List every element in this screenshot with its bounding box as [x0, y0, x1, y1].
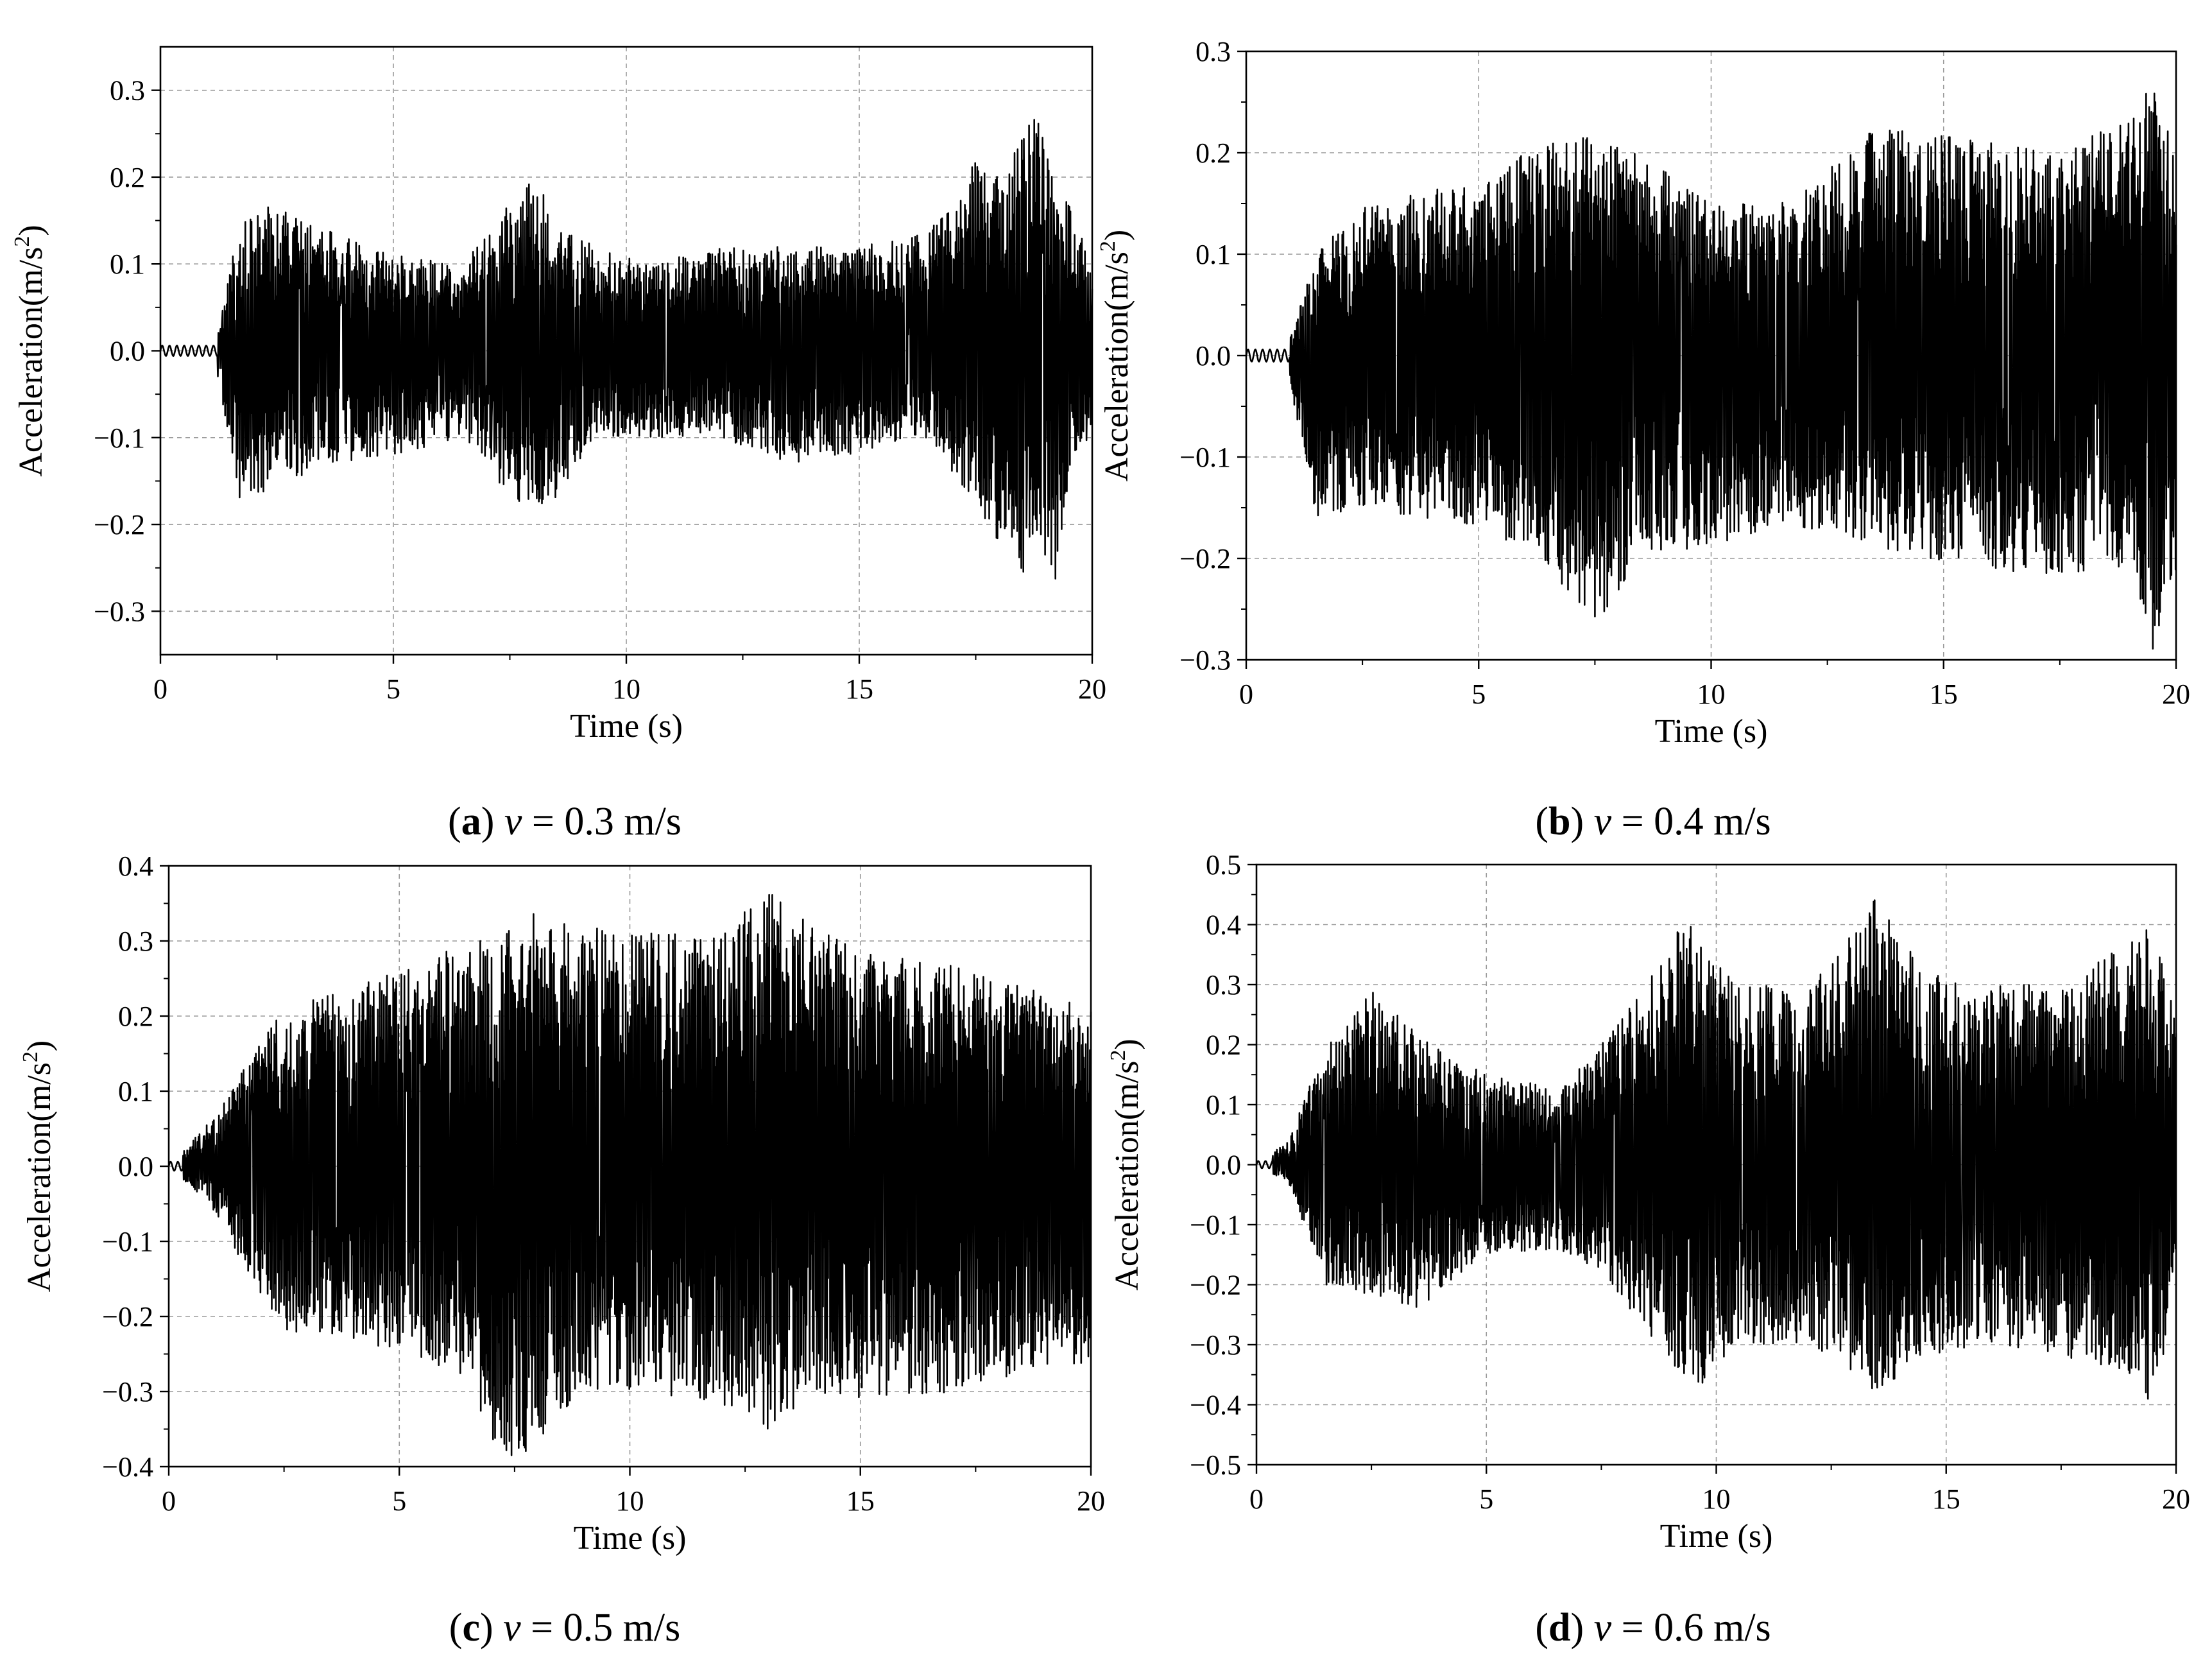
x-tick-label-d: 5 [1479, 1483, 1493, 1515]
y-tick-label-d: −0.4 [1190, 1390, 1241, 1421]
y-tick-label-a: −0.1 [94, 422, 145, 454]
figure-grid: 0 5 10 15 20 −0.3 −0.2 −0.1 0.0 0.1 0.2 0.3 Time (s)… [0, 0, 2212, 1656]
y-tick-label-a: 0.1 [110, 248, 145, 280]
panel-caption-a: (a) v = 0.3 m/s [448, 800, 682, 843]
x-tick-label-d: 10 [1702, 1483, 1731, 1515]
y-tick-label-d: 0.0 [1206, 1150, 1241, 1181]
y-tick-label-c: −0.3 [102, 1376, 153, 1408]
panel-caption-d: (d) v = 0.6 m/s [1535, 1606, 1770, 1650]
y-tick-label-a: 0.2 [110, 162, 145, 193]
x-tick-label-c: 0 [162, 1485, 176, 1517]
y-tick-label-c: 0.0 [118, 1151, 153, 1182]
x-tick-label-c: 15 [846, 1485, 875, 1517]
caption-value-c: = 0.5 m/s [521, 1606, 681, 1650]
y-axis-title-a: Acceleration(m/s2) [10, 225, 49, 476]
x-tick-label-b: 5 [1471, 678, 1486, 710]
panel-caption-c: (c) v = 0.5 m/s [449, 1606, 680, 1650]
caption-value-a: = 0.3 m/s [522, 800, 682, 843]
x-tick-label-b: 10 [1697, 678, 1726, 710]
x-tick-label-a: 5 [386, 673, 400, 705]
x-tick-label-b: 0 [1239, 678, 1253, 710]
caption-variable-b: v [1594, 800, 1612, 843]
x-tick-label-c: 5 [392, 1485, 406, 1517]
y-tick-label-d: −0.5 [1190, 1449, 1241, 1481]
caption-letter-c: c [462, 1606, 480, 1650]
y-tick-label-b: −0.2 [1179, 543, 1231, 574]
x-tick-label-d: 0 [1249, 1483, 1264, 1515]
caption-letter-d: d [1548, 1606, 1570, 1650]
y-tick-label-b: 0.3 [1196, 36, 1231, 67]
y-tick-label-c: 0.4 [118, 850, 153, 882]
x-tick-label-d: 15 [1932, 1483, 1960, 1515]
y-tick-label-d: 0.2 [1206, 1030, 1241, 1061]
x-tick-label-a: 15 [845, 673, 873, 705]
y-tick-label-a: −0.2 [94, 509, 145, 540]
y-tick-label-d: −0.1 [1190, 1209, 1241, 1241]
x-axis-title-c: Time (s) [574, 1520, 687, 1557]
y-tick-label-c: 0.2 [118, 1001, 153, 1032]
x-axis-title-a: Time (s) [570, 708, 683, 745]
y-tick-label-b: 0.1 [1196, 239, 1231, 270]
y-tick-label-a: 0.3 [110, 75, 145, 107]
x-axis-title-d: Time (s) [1660, 1518, 1773, 1555]
y-tick-label-d: −0.3 [1190, 1329, 1241, 1361]
y-tick-label-d: −0.2 [1190, 1270, 1241, 1301]
x-tick-label-d: 20 [2162, 1483, 2190, 1515]
y-tick-label-b: 0.2 [1196, 137, 1231, 169]
x-tick-label-c: 10 [616, 1485, 644, 1517]
y-tick-label-d: 0.5 [1206, 849, 1241, 881]
y-tick-label-a: −0.3 [94, 596, 145, 627]
x-tick-label-b: 15 [1930, 678, 1958, 710]
caption-value-b: = 0.4 m/s [1611, 800, 1771, 843]
y-tick-label-b: −0.1 [1179, 442, 1231, 473]
y-axis-title-d: Acceleration(m/s2) [1106, 1039, 1145, 1290]
caption-letter-b: b [1548, 800, 1570, 843]
y-tick-label-c: 0.3 [118, 926, 153, 957]
x-tick-label-b: 20 [2162, 678, 2190, 710]
caption-variable-a: v [504, 800, 522, 843]
y-tick-label-b: 0.0 [1196, 340, 1231, 372]
y-tick-label-c: −0.2 [102, 1301, 153, 1333]
x-axis-title-b: Time (s) [1655, 713, 1768, 750]
y-tick-label-a: 0.0 [110, 336, 145, 367]
panel-caption-b: (b) v = 0.4 m/s [1535, 800, 1770, 843]
y-tick-label-c: −0.4 [102, 1451, 153, 1483]
x-tick-label-a: 0 [153, 673, 167, 705]
y-tick-label-d: 0.4 [1206, 910, 1241, 941]
caption-variable-c: v [503, 1606, 521, 1650]
y-tick-label-c: 0.1 [118, 1076, 153, 1107]
x-tick-label-c: 20 [1077, 1485, 1105, 1517]
caption-value-d: = 0.6 m/s [1611, 1606, 1771, 1650]
y-tick-label-d: 0.3 [1206, 969, 1241, 1001]
caption-variable-d: v [1594, 1606, 1612, 1650]
caption-letter-a: a [461, 800, 481, 843]
y-axis-title-b: Acceleration(m/s2) [1096, 230, 1135, 481]
x-tick-label-a: 20 [1078, 673, 1106, 705]
y-tick-label-c: −0.1 [102, 1226, 153, 1257]
y-tick-label-b: −0.3 [1179, 644, 1231, 676]
y-tick-label-d: 0.1 [1206, 1089, 1241, 1121]
x-tick-label-a: 10 [612, 673, 640, 705]
y-axis-title-c: Acceleration(m/s2) [19, 1040, 58, 1292]
